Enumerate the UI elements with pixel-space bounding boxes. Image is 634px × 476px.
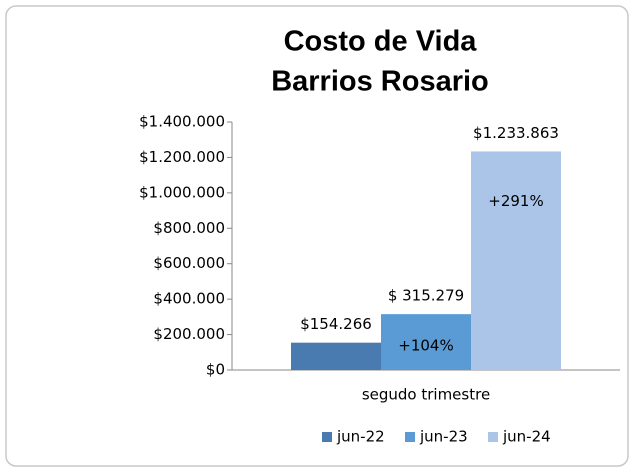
legend-label: jun-24	[502, 428, 551, 446]
legend-swatch	[488, 432, 498, 442]
y-tick-label: $400.000	[153, 290, 225, 308]
chart-title: Costo de Vida	[284, 26, 478, 58]
value-label: $ 315.279	[388, 287, 464, 305]
x-tick-label: segudo trimestre	[362, 386, 490, 404]
annotation: +104%	[398, 337, 453, 355]
legend-label: jun-23	[419, 428, 468, 446]
y-tick-label: $800.000	[153, 219, 225, 237]
bar	[381, 314, 471, 370]
y-tick-label: $600.000	[153, 254, 225, 272]
bar	[471, 151, 561, 370]
annotation: +291%	[488, 192, 543, 210]
y-tick-label: $200.000	[153, 325, 225, 343]
y-tick-label: $1.200.000	[139, 148, 225, 166]
legend-swatch	[322, 432, 332, 442]
y-tick-label: $0	[206, 361, 225, 379]
legend-swatch	[405, 432, 415, 442]
y-tick-label: $1.400.000	[139, 113, 225, 131]
chart-title: Barrios Rosario	[271, 66, 489, 98]
y-tick-label: $1.000.000	[139, 183, 225, 201]
value-label: $1.233.863	[473, 124, 559, 142]
legend-label: jun-22	[336, 428, 385, 446]
value-label: $154.266	[300, 315, 372, 333]
bar	[291, 342, 381, 370]
